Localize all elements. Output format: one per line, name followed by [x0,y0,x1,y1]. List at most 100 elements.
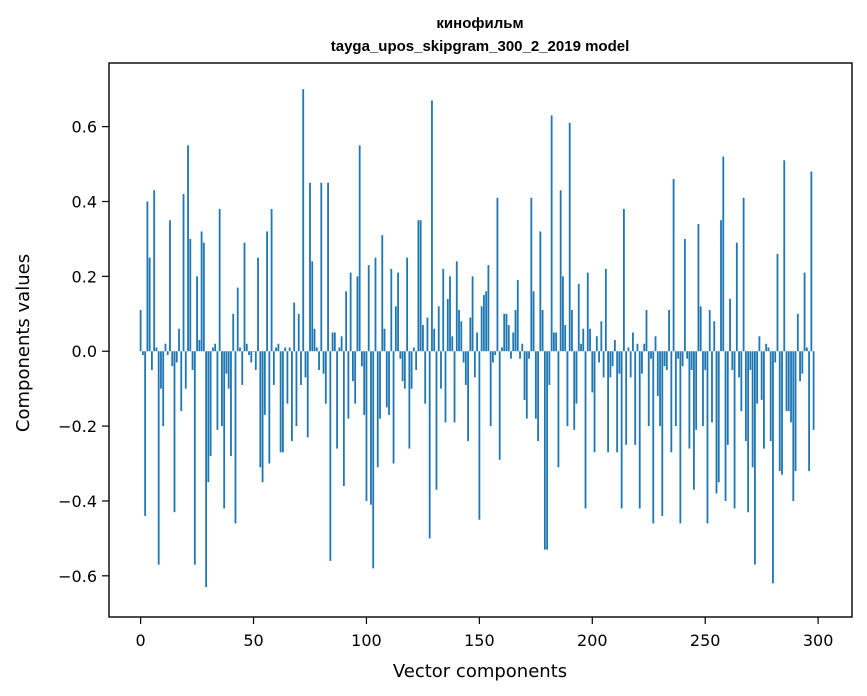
bar-component-32 [211,347,214,352]
y-tick-label-6: 0.6 [72,118,97,137]
bar-component-160 [501,347,503,352]
bar-component-21 [187,145,189,352]
bar-component-227 [652,351,655,524]
bar-component-204 [600,321,603,352]
y-axis-ticks: −0.6 −0.4 −0.2 0.0 0.2 0.4 0.6 [58,118,109,586]
bar-component-185 [557,351,560,468]
bar-component-196 [582,328,585,352]
bar-component-220 [636,343,639,352]
bar-component-298 [812,351,815,430]
bar-component-8 [157,351,160,565]
bar-component-253 [711,351,713,423]
bar-component-11 [164,343,167,352]
x-tick-label-150: 150 [464,631,495,650]
bar-component-281 [774,351,777,363]
bar-component-152 [482,295,485,352]
bar-component-17 [178,328,180,352]
bar-component-34 [216,351,219,430]
x-tick-label-200: 200 [577,631,608,650]
bar-component-164 [510,351,512,359]
bar-component-96 [356,276,359,352]
bar-component-93 [349,272,352,352]
bar-component-39 [227,351,230,389]
bar-component-159 [498,351,501,460]
bar-component-142 [460,321,463,352]
bar-component-201 [593,351,596,453]
bar-component-267 [742,197,745,352]
bar-component-76 [311,261,314,352]
bar-component-168 [519,351,521,359]
bar-component-111 [390,268,393,352]
bar-component-241 [683,238,686,352]
bar-component-12 [166,351,169,355]
bar-component-128 [428,351,431,539]
bar-component-125 [422,325,424,352]
bar-component-5 [151,351,153,370]
bar-component-181 [548,351,551,385]
bar-component-257 [720,220,722,352]
bar-component-28 [202,242,205,352]
bar-component-221 [638,351,641,509]
bar-component-137 [449,276,451,352]
bar-component-177 [539,231,542,352]
bar-component-4 [148,257,151,352]
bar-component-179 [543,351,546,550]
bar-component-91 [345,291,348,352]
bar-component-263 [733,351,736,509]
bar-component-233 [665,351,668,370]
bar-component-186 [559,190,562,352]
bar-component-80 [320,182,323,352]
bar-component-136 [446,298,449,352]
bar-component-163 [507,325,510,352]
bar-component-264 [735,242,738,352]
bar-component-293 [801,351,804,374]
bar-component-105 [376,351,379,468]
bar-component-57 [268,351,271,464]
bar-component-260 [726,351,729,445]
bar-component-248 [699,306,702,352]
bar-component-58 [270,208,273,352]
bar-component-33 [214,343,217,352]
bar-component-176 [537,351,539,442]
bar-component-85 [331,332,334,352]
bar-component-35 [218,208,221,352]
y-tick-label-3: 0.0 [72,342,97,361]
bar-component-287 [787,351,790,412]
bar-component-285 [783,160,786,352]
bar-component-81 [322,351,325,374]
bar-component-169 [521,343,524,352]
bar-component-214 [623,208,625,352]
bar-component-208 [609,351,612,378]
bar-component-90 [342,351,345,486]
bar-component-62 [279,351,282,453]
bar-component-286 [785,351,788,412]
bar-component-270 [749,351,752,370]
bar-component-180 [546,351,549,550]
bar-component-94 [352,351,354,382]
bar-component-191 [571,310,573,352]
bar-component-229 [656,351,659,397]
bar-component-69 [295,351,298,427]
bar-component-262 [731,351,734,370]
bar-component-101 [367,265,370,352]
bars-layer [139,89,815,588]
bar-component-47 [245,343,248,352]
y-tick-label-2: −0.2 [58,417,97,436]
bar-component-110 [388,351,390,415]
bar-component-135 [444,351,447,423]
bar-component-200 [591,351,594,393]
bar-component-282 [776,253,779,352]
bar-component-261 [729,298,731,352]
bar-component-150 [478,351,481,520]
bar-component-99 [363,351,366,415]
x-tick-label-250: 250 [690,631,721,650]
bar-component-205 [602,351,605,378]
x-axis-ticks: 0 50 100 150 200 250 300 [136,617,833,650]
bar-component-138 [451,336,454,352]
bar-component-63 [281,351,284,453]
bar-component-165 [512,332,515,352]
bar-component-199 [589,328,591,352]
bar-component-210 [613,340,616,352]
bar-component-269 [747,351,750,513]
bar-component-194 [577,283,580,352]
